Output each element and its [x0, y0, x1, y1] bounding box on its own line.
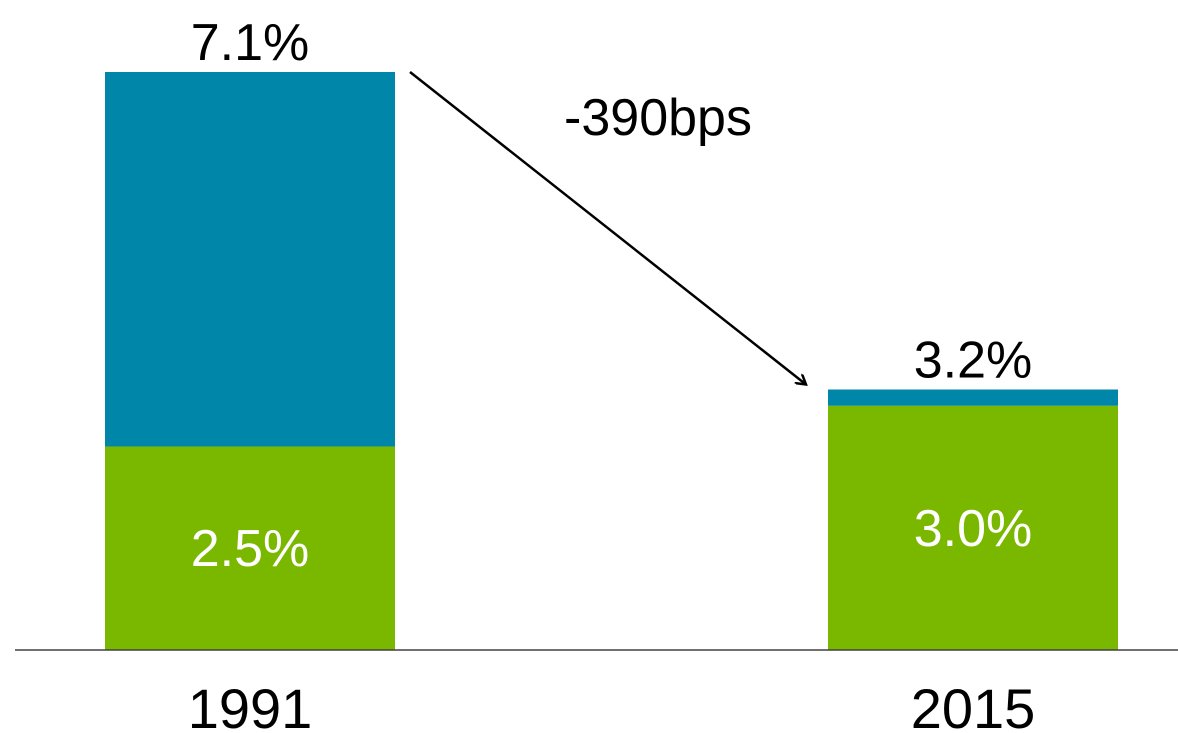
- total-label: 7.1%: [191, 14, 310, 72]
- labels-layer: 2.5% 7.1% 1991 3.0% 3.2% 2015 -390bps: [188, 14, 1036, 733]
- bars-layer: [105, 72, 1118, 650]
- change-arrow: [409, 71, 806, 384]
- bar-1991-segment-2: [105, 72, 395, 447]
- x-tick-label: 1991: [188, 677, 313, 733]
- segment-label: 2.5%: [191, 520, 310, 578]
- bar-1991-segment-1: [105, 446, 395, 650]
- bar-2015-segment-2: [828, 389, 1118, 406]
- x-tick-label: 2015: [911, 677, 1036, 733]
- total-label: 3.2%: [914, 331, 1033, 389]
- bar-2015-segment-1: [828, 405, 1118, 650]
- segment-label: 3.0%: [914, 500, 1033, 558]
- change-annotation: -390bps: [564, 89, 752, 147]
